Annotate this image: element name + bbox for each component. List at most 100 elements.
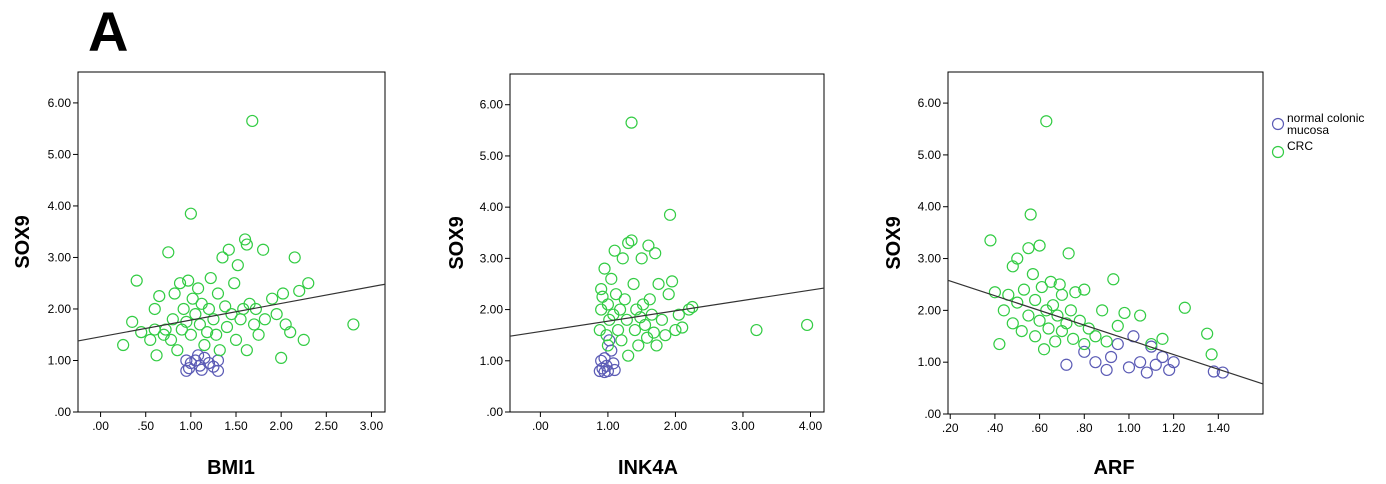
point-crc (638, 318, 652, 332)
x-tick-label: 1.50 (224, 419, 248, 433)
point-crc (229, 333, 243, 346)
point-crc (676, 321, 689, 334)
point-crc (616, 252, 629, 265)
point-crc (1205, 348, 1218, 361)
point-normal (1156, 350, 1169, 364)
point-crc (148, 302, 161, 316)
point-crc (672, 308, 685, 321)
point-crc (213, 344, 226, 357)
point-crc (270, 308, 283, 321)
point-crc (1022, 242, 1035, 255)
point-crc (652, 277, 665, 291)
point-crc (1060, 317, 1073, 330)
y-tick-label: 5.00 (480, 149, 504, 163)
point-crc (1049, 335, 1062, 348)
point-crc (1024, 208, 1037, 221)
fit-line (77, 283, 386, 342)
x-tick-label: .00 (532, 419, 549, 433)
y-tick-label: 6.00 (918, 96, 942, 110)
point-crc (662, 288, 675, 301)
point-crc (608, 244, 621, 257)
point-crc (1096, 304, 1109, 317)
y-tick-label: 5.00 (48, 147, 72, 161)
point-crc (173, 277, 187, 290)
point-crc (266, 292, 279, 305)
point-crc (611, 323, 625, 337)
point-crc (201, 326, 214, 339)
point-crc (186, 292, 199, 305)
point-crc (297, 333, 310, 346)
point-crc (642, 239, 655, 252)
point-crc (195, 297, 208, 310)
point-crc (284, 326, 297, 339)
point-crc (1011, 296, 1024, 309)
point-crc (686, 300, 699, 314)
x-tick-label: .00 (92, 419, 109, 433)
point-crc (202, 302, 216, 316)
point-crc (1026, 267, 1039, 281)
point-crc (166, 313, 179, 326)
point-normal (1100, 363, 1113, 377)
point-crc (655, 313, 669, 326)
point-crc (177, 302, 190, 316)
point-crc (1006, 317, 1019, 330)
point-crc (191, 282, 205, 295)
x-tick-label: 1.00 (179, 419, 203, 433)
x-tick-label: 2.00 (664, 419, 688, 433)
y-axis-title: SOX9 (446, 216, 468, 269)
point-crc (247, 318, 261, 331)
x-tick-label: .60 (1031, 421, 1048, 435)
x-tick-label: .20 (942, 421, 959, 435)
point-crc (130, 274, 143, 287)
points-group (593, 116, 814, 379)
y-tick-label: 1.00 (480, 354, 504, 368)
point-crc (204, 271, 217, 285)
point-crc (184, 207, 197, 220)
point-crc (1107, 273, 1120, 286)
point-crc (997, 304, 1010, 317)
point-normal (1134, 356, 1147, 369)
point-crc (219, 300, 232, 313)
y-tick-label: 2.00 (48, 302, 72, 316)
y-tick-label: 3.00 (918, 252, 942, 266)
point-normal (211, 364, 225, 377)
y-axis-title: SOX9 (12, 215, 34, 268)
x-tick-label: .40 (987, 421, 1004, 435)
point-crc (645, 308, 658, 321)
point-normal (1149, 358, 1162, 371)
y-tick-label: 2.00 (918, 303, 942, 317)
point-crc (220, 320, 234, 334)
point-crc (1062, 247, 1075, 260)
point-crc (1201, 327, 1214, 340)
point-normal (1207, 365, 1220, 378)
x-tick-label: 1.00 (1117, 421, 1141, 435)
point-crc (984, 234, 997, 247)
point-crc (126, 315, 139, 328)
x-tick-label: 3.00 (731, 419, 755, 433)
point-crc (159, 323, 172, 336)
point-crc (627, 277, 640, 291)
point-crc (1051, 309, 1064, 322)
y-tick-label: 1.00 (48, 353, 72, 367)
point-crc (207, 313, 220, 326)
point-normal (1140, 366, 1153, 379)
y-tick-label: 4.00 (48, 199, 72, 213)
point-normal (1060, 358, 1073, 371)
plot-frame (947, 71, 1264, 415)
point-crc (231, 259, 244, 272)
point-crc (135, 326, 148, 339)
point-crc (650, 339, 663, 352)
point-normal (1078, 345, 1091, 358)
point-crc (613, 303, 627, 316)
fit-line (509, 287, 825, 337)
point-crc (184, 328, 197, 341)
panel-letter: A (88, 0, 129, 63)
point-crc (801, 318, 814, 332)
y-tick-label: 6.00 (480, 98, 504, 112)
point-crc (635, 252, 648, 265)
fit-line (947, 279, 1264, 385)
x-tick-label: 2.50 (315, 419, 339, 433)
x-tick-label: 4.00 (799, 419, 823, 433)
point-crc (669, 323, 682, 337)
